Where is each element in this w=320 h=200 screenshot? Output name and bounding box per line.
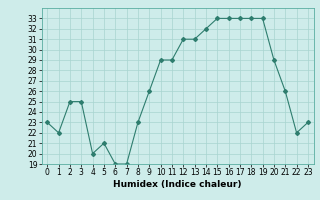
X-axis label: Humidex (Indice chaleur): Humidex (Indice chaleur) xyxy=(113,180,242,189)
